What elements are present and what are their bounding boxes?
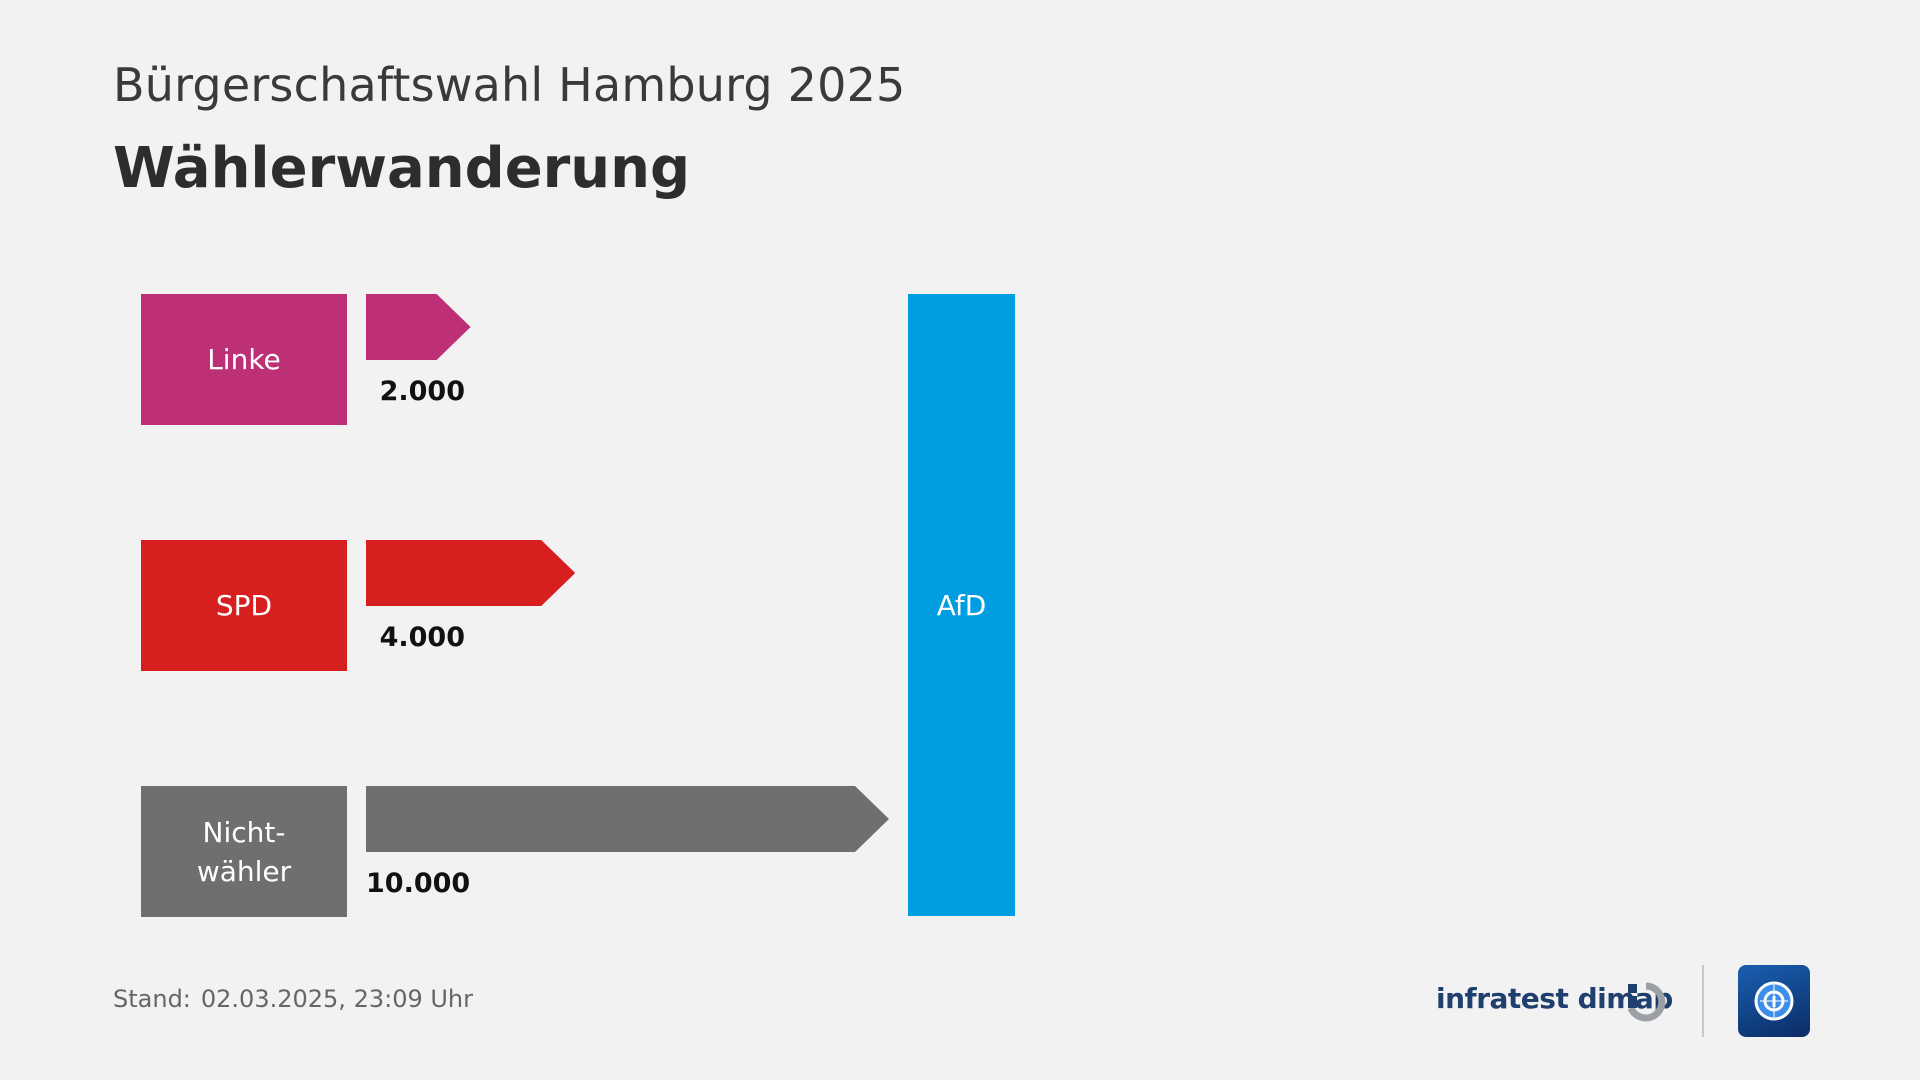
flow-arrow [366, 294, 471, 360]
flow-arrow [366, 786, 889, 852]
infratest-dimap-logo-icon [1627, 982, 1666, 1022]
source-party-label: SPD [215, 589, 273, 622]
target-party-label: AfD [936, 588, 987, 622]
source-party-box: Nicht-wähler [141, 786, 347, 917]
flow-value-label: 2.000 [379, 376, 465, 407]
target-party-bar: AfD [908, 294, 1015, 916]
source-party-box: SPD [141, 540, 347, 671]
source-party-label: Linke [207, 343, 281, 376]
flow-value-label: 10.000 [366, 868, 471, 899]
flow-arrow [366, 540, 576, 606]
timestamp: Stand: 02.03.2025, 23:09 Uhr [113, 985, 483, 1013]
tagesschau-logo-icon [1738, 965, 1810, 1037]
chart-title: Wählerwanderung [113, 136, 691, 201]
footer-divider [1702, 965, 1704, 1037]
flow-value-label: 4.000 [379, 622, 465, 653]
source-party-box: Linke [141, 294, 347, 425]
chart-subtitle: Bürgerschaftswahl Hamburg 2025 [113, 58, 906, 112]
stand-value: 02.03.2025, 23:09 Uhr [200, 985, 473, 1013]
source-party-label: Nicht-wähler [196, 815, 292, 888]
stand-label: Stand: [113, 985, 191, 1013]
